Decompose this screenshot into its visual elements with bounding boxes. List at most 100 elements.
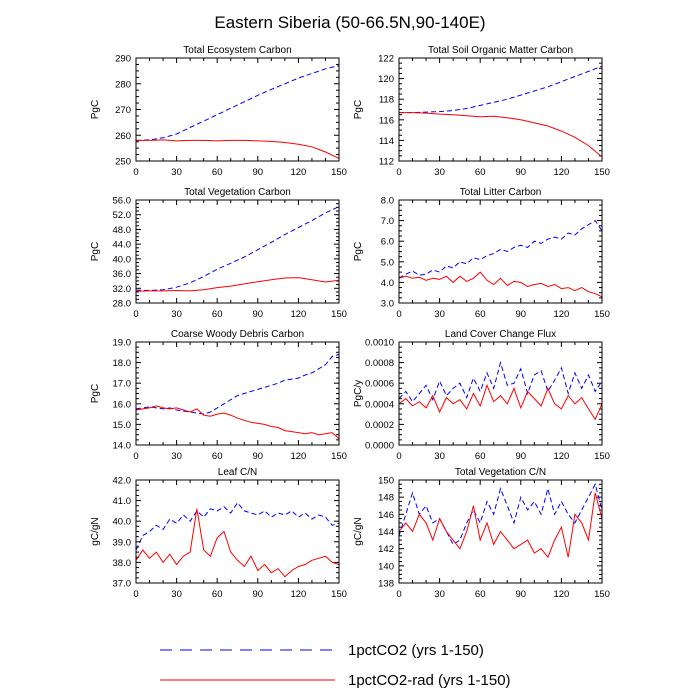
y-tick-label: 15.0 (113, 420, 132, 431)
y-tick-label: 144 (378, 527, 394, 538)
y-tick-label: 18.0 (113, 358, 132, 369)
x-tick-label: 60 (212, 589, 223, 600)
panel-total-ecosystem-carbon: Total Ecosystem Carbon PgC 0 30 60 90 120 150 25… (90, 45, 347, 178)
series-line-1pctco2-rad (398, 271, 603, 298)
y-tick-label: 3.0 (381, 299, 394, 310)
x-tick-label: 90 (253, 451, 264, 462)
y-tick-label: 42.0 (113, 476, 132, 487)
x-tick-label: 120 (553, 309, 569, 320)
series-line-1pctco2-rad (135, 277, 340, 292)
series-line-1pctco2 (135, 206, 340, 292)
x-tick-label: 30 (434, 167, 445, 178)
y-tick-label: 270 (115, 105, 131, 116)
panel-title: Coarse Woody Debris Carbon (171, 329, 304, 340)
x-tick-label: 30 (171, 309, 182, 320)
x-tick-label: 0 (396, 167, 401, 178)
y-tick-label: 38.0 (113, 558, 132, 569)
x-tick-label: 0 (133, 451, 138, 462)
panel-total-vegetation-carbon: Total Vegetation Carbon PgC 0 30 60 90 120 150 2… (90, 187, 347, 320)
x-tick-label: 0 (396, 309, 401, 320)
panel-total-soil-organic-matter-carbon: Total Soil Organic Matter Carbon PgC 0 30 60… (353, 45, 610, 178)
y-tick-label: 14.0 (113, 441, 132, 452)
x-tick-label: 60 (475, 167, 486, 178)
y-tick-label: 16.0 (113, 399, 132, 410)
x-tick-label: 0 (396, 589, 401, 600)
x-tick-label: 120 (290, 167, 306, 178)
y-tick-label: 17.0 (113, 379, 132, 390)
y-tick-label: 52.0 (113, 210, 132, 221)
panels-grid: Total Ecosystem Carbon PgC 0 30 60 90 120 150 25… (90, 45, 610, 600)
series-line-1pctco2-rad (135, 405, 340, 440)
x-tick-label: 120 (290, 309, 306, 320)
y-tick-label: 280 (115, 79, 131, 90)
panel-total-vegetation-c-n: Total Vegetation C/N gC/gN 0 30 60 90 120 150 13… (353, 467, 610, 600)
x-tick-label: 30 (434, 589, 445, 600)
y-tick-label: 40.0 (113, 517, 132, 528)
panel-land-cover-change-flux: Land Cover Change Flux PgC/y 0 30 60 90 120 150… (353, 329, 610, 462)
y-axis-label: PgC (353, 242, 364, 261)
y-tick-label: 150 (378, 476, 394, 487)
y-tick-label: 36.0 (113, 269, 132, 280)
y-tick-label: 41.0 (113, 496, 132, 507)
y-tick-label: 250 (115, 157, 131, 168)
panel-title: Total Litter Carbon (460, 187, 542, 198)
y-tick-label: 28.0 (113, 299, 132, 310)
x-tick-label: 30 (434, 309, 445, 320)
x-tick-label: 150 (331, 309, 347, 320)
y-tick-label: 0.0006 (365, 379, 394, 390)
y-tick-label: 118 (379, 95, 394, 106)
y-tick-label: 138 (378, 579, 394, 590)
x-tick-label: 30 (171, 451, 182, 462)
panel-total-litter-carbon: Total Litter Carbon PgC 0 30 60 90 120 150 3.0 4.… (353, 187, 610, 320)
plot-frame (135, 57, 340, 162)
series-line-1pctco2 (398, 482, 603, 546)
x-tick-label: 60 (212, 451, 223, 462)
y-tick-label: 114 (379, 136, 394, 147)
y-tick-label: 0.0002 (365, 420, 394, 431)
y-axis-label: gC/gN (353, 517, 364, 545)
y-tick-label: 48.0 (113, 225, 132, 236)
series-line-1pctco2 (398, 219, 603, 279)
plot-frame (398, 341, 603, 446)
x-tick-label: 120 (553, 451, 569, 462)
x-tick-label: 30 (171, 589, 182, 600)
x-tick-label: 120 (290, 589, 306, 600)
x-tick-label: 120 (553, 167, 569, 178)
x-tick-label: 120 (290, 451, 306, 462)
y-axis-label: PgC (90, 242, 101, 261)
x-tick-label: 90 (516, 589, 527, 600)
plot-frame (135, 199, 340, 304)
y-tick-label: 5.0 (381, 257, 394, 268)
x-tick-label: 90 (253, 167, 264, 178)
y-axis-label: PgC (353, 100, 364, 119)
y-tick-label: 112 (379, 157, 394, 168)
y-tick-label: 290 (115, 54, 131, 65)
panel-leaf-c-n: Leaf C/N gC/gN 0 30 60 90 120 150 37.0 38.0 39.0 40… (90, 467, 347, 600)
y-tick-label: 122 (378, 54, 394, 65)
y-tick-label: 37.0 (113, 579, 132, 590)
x-tick-label: 0 (133, 589, 138, 600)
series-line-1pctco2 (399, 65, 603, 114)
y-tick-label: 148 (378, 493, 394, 504)
x-tick-label: 30 (171, 167, 182, 178)
series-line-1pctco2-rad (398, 492, 603, 559)
plot-frame (398, 479, 603, 584)
series-line-1pctco2 (398, 360, 603, 403)
x-tick-label: 120 (553, 589, 569, 600)
panel-title: Land Cover Change Flux (445, 329, 556, 340)
x-tick-label: 60 (212, 309, 223, 320)
y-tick-label: 7.0 (381, 216, 394, 227)
panel-coarse-woody-debris-carbon: Coarse Woody Debris Carbon PgC 0 30 60 90 120 1… (90, 329, 347, 462)
y-axis-label: PgC (90, 384, 101, 403)
series-line-1pctco2-rad (398, 383, 603, 421)
legend-label-1pctco2: 1pctCO2 (yrs 1-150) (348, 642, 484, 659)
x-tick-label: 150 (594, 167, 610, 178)
panel-title: Total Vegetation C/N (455, 467, 546, 478)
y-tick-label: 56.0 (113, 196, 132, 207)
y-axis-label: PgC/y (353, 380, 364, 407)
x-tick-label: 60 (475, 309, 486, 320)
panel-title: Leaf C/N (218, 467, 257, 478)
y-tick-label: 0.0004 (365, 399, 394, 410)
y-tick-label: 0.0000 (365, 441, 394, 452)
